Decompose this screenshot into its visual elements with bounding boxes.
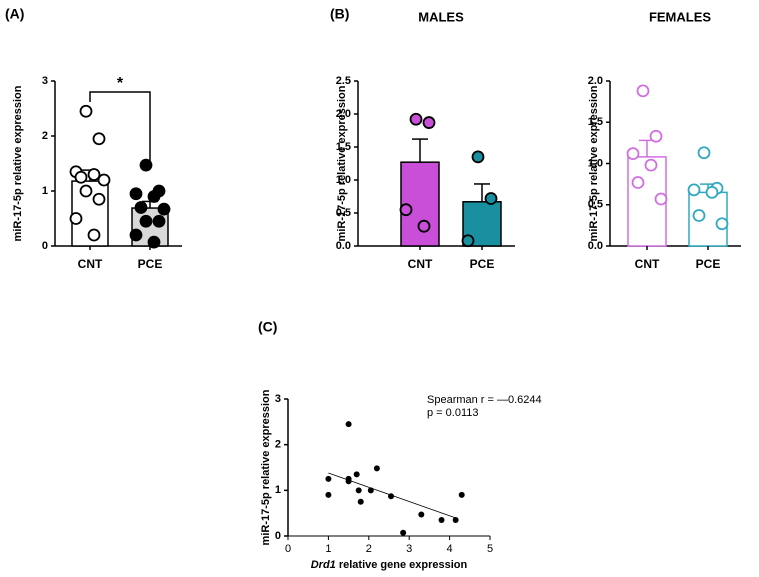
- data-point: [631, 176, 645, 189]
- y-tick-label: 2.0: [336, 108, 351, 120]
- significance-bracket: [89, 91, 151, 162]
- y-tick-label: 1: [275, 484, 281, 496]
- x-tick-label: CNT: [408, 257, 433, 271]
- y-tick-label: 0: [275, 530, 281, 542]
- data-point: [687, 183, 701, 197]
- y-axis-label: miR-17-5p relative expression: [588, 85, 600, 241]
- panel-label: (C): [258, 319, 277, 335]
- data-point: [715, 217, 729, 231]
- y-tick-label: 0.5: [336, 207, 351, 219]
- x-axis-label-rest: relative gene expression: [336, 559, 468, 571]
- data-point: [69, 212, 83, 225]
- y-tick-label: 1.5: [336, 141, 351, 153]
- data-point: [471, 150, 485, 164]
- y-tick-label: 1.0: [588, 157, 603, 169]
- x-tick-label: PCE: [470, 257, 495, 271]
- data-point: [87, 168, 101, 181]
- data-point: [147, 190, 161, 203]
- annotation: p = 0.0113: [427, 407, 478, 419]
- x-tick-label: 0: [285, 543, 291, 555]
- data-point: [129, 228, 143, 242]
- data-point: [484, 192, 498, 205]
- data-point: [92, 192, 106, 206]
- data-point: [452, 517, 459, 524]
- data-point: [697, 146, 711, 160]
- y-tick-label: 1.5: [588, 116, 603, 128]
- data-point: [458, 491, 465, 498]
- data-point: [644, 158, 658, 172]
- x-tick-label: 2: [366, 543, 372, 555]
- x-tick-label: CNT: [78, 257, 103, 271]
- data-point: [373, 465, 380, 472]
- data-point: [139, 214, 153, 228]
- data-point: [79, 184, 93, 198]
- x-tick-label: PCE: [696, 257, 721, 271]
- data-point: [92, 132, 106, 146]
- significance-label: *: [117, 75, 124, 92]
- data-point: [357, 498, 364, 505]
- y-tick-label: 1.0: [336, 174, 351, 186]
- y-tick-label: 2.0: [588, 75, 603, 87]
- data-point: [147, 235, 161, 249]
- data-point: [367, 487, 374, 494]
- data-point: [74, 170, 88, 184]
- data-point: [139, 158, 153, 172]
- data-point: [400, 529, 407, 536]
- data-point: [399, 203, 413, 217]
- data-point: [417, 219, 431, 233]
- data-point: [388, 493, 395, 500]
- data-point: [152, 214, 166, 228]
- data-point: [692, 209, 706, 222]
- data-point: [636, 84, 650, 98]
- data-point: [654, 192, 668, 206]
- data-point: [705, 185, 719, 199]
- chart-title: FEMALES: [649, 9, 711, 24]
- y-tick-label: 1: [42, 185, 48, 197]
- x-tick-label: CNT: [635, 257, 660, 271]
- data-point: [157, 202, 171, 216]
- data-point: [409, 112, 423, 126]
- y-axis-label: miR-17-5p relative expression: [12, 85, 24, 241]
- y-tick-label: 2.5: [336, 75, 351, 87]
- y-tick-label: 2: [42, 130, 48, 142]
- y-tick-label: 0.0: [336, 240, 351, 252]
- y-axis-label: miR-17-5p relative expression: [336, 85, 348, 241]
- data-point: [461, 234, 475, 248]
- y-tick-label: 0.0: [588, 240, 603, 252]
- data-point: [418, 511, 425, 518]
- data-point: [355, 487, 362, 494]
- data-point: [325, 491, 332, 498]
- data-point: [649, 129, 663, 143]
- x-axis-label-italic: Drd1: [311, 559, 336, 571]
- y-axis-label: miR-17-5p relative expression: [260, 389, 272, 545]
- y-tick-label: 3: [275, 393, 281, 405]
- data-point: [345, 421, 352, 428]
- data-point: [353, 471, 360, 478]
- data-point: [626, 147, 640, 161]
- data-point: [129, 187, 143, 201]
- annotation: Spearman r = —0.6244: [427, 394, 542, 406]
- data-point: [79, 104, 93, 118]
- data-point: [87, 228, 101, 242]
- x-axis-label: Drd1 relative gene expression: [311, 559, 468, 571]
- x-tick-label: PCE: [138, 257, 163, 271]
- panel-label: (B): [330, 6, 349, 22]
- data-point: [134, 201, 148, 214]
- x-tick-label: 3: [406, 543, 412, 555]
- chart-title: MALES: [418, 9, 464, 24]
- y-tick-label: 2: [275, 439, 281, 451]
- data-point: [97, 173, 111, 187]
- y-tick-label: 0.5: [588, 199, 603, 211]
- data-point: [325, 475, 332, 482]
- y-tick-label: 3: [42, 75, 48, 87]
- y-tick-label: 0: [42, 240, 48, 252]
- data-point: [438, 517, 445, 524]
- x-tick-label: 4: [447, 543, 453, 555]
- data-point: [422, 116, 436, 129]
- x-tick-label: 1: [325, 543, 331, 555]
- panel-label: (A): [5, 6, 24, 22]
- x-tick-label: 5: [487, 543, 493, 555]
- data-point: [345, 478, 352, 485]
